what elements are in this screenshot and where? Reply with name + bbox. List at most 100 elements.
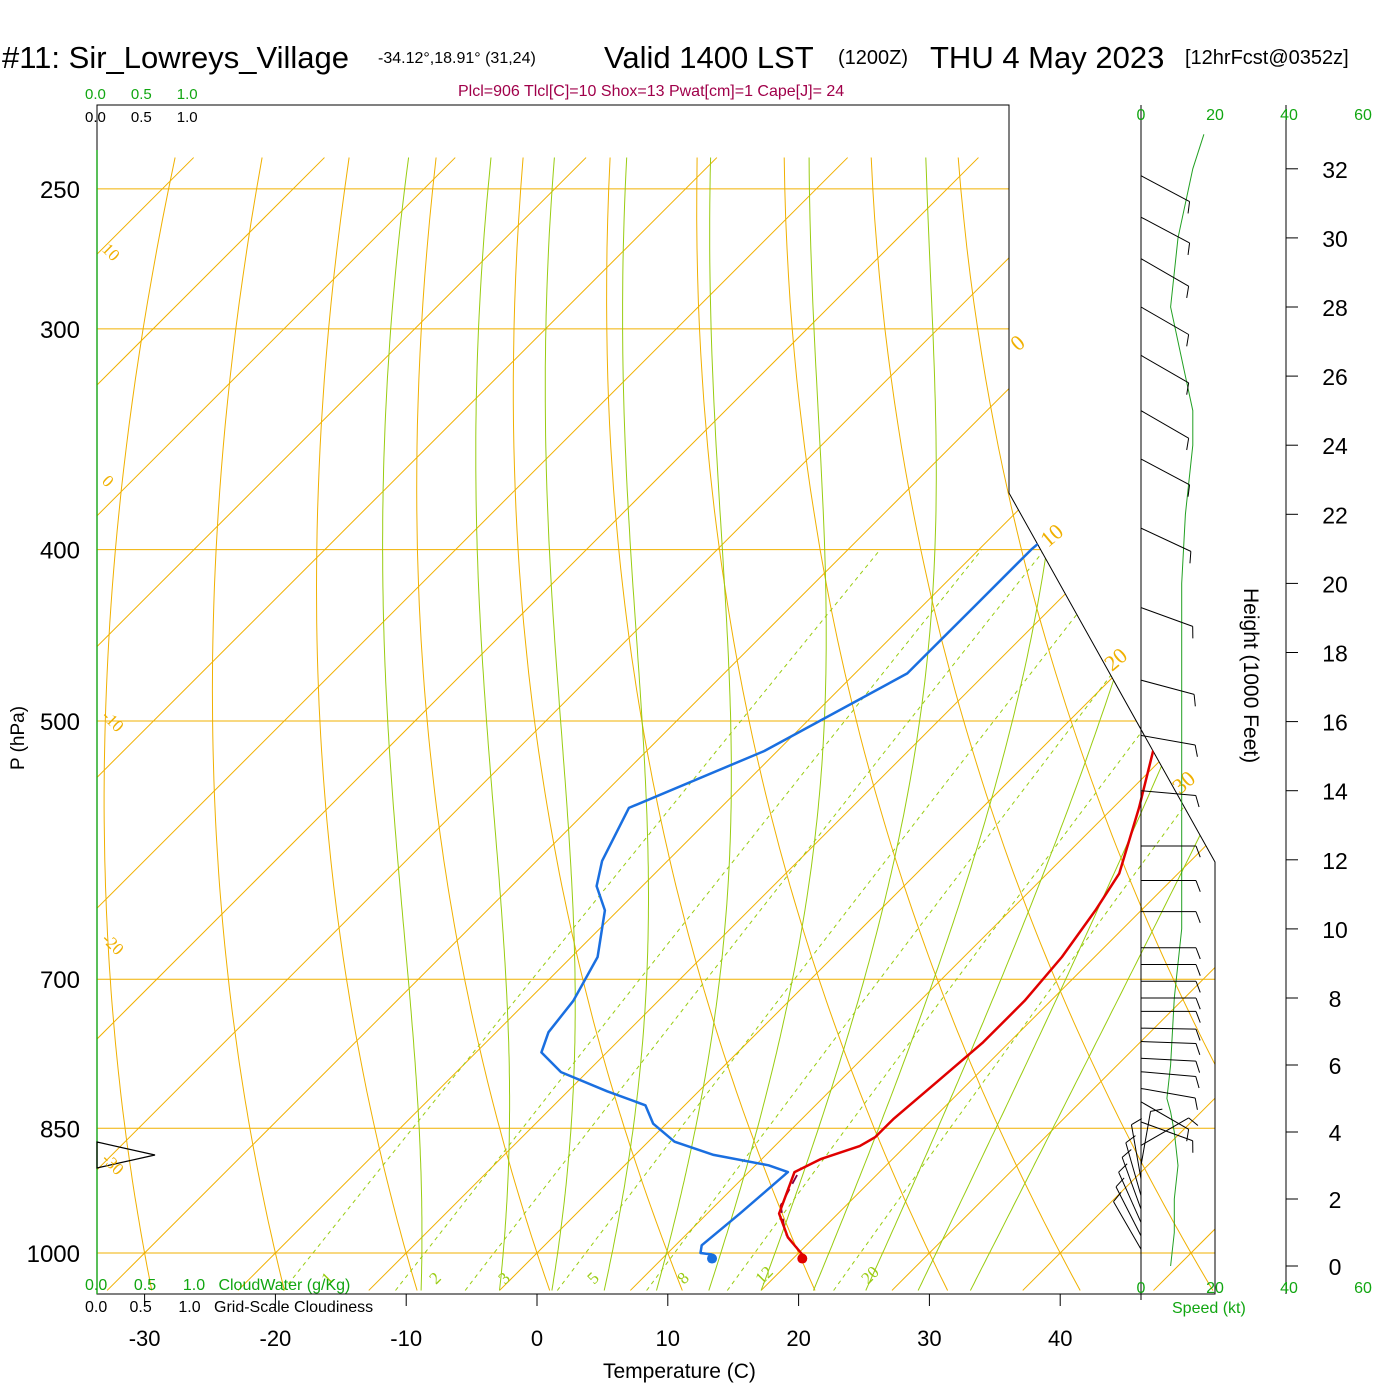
wind-barb-flag bbox=[1194, 1097, 1198, 1110]
wind-barb-staff bbox=[1140, 1111, 1152, 1166]
y-tick-label: 850 bbox=[40, 1116, 80, 1143]
wind-barb-flag bbox=[1187, 484, 1191, 497]
cloud-water-scale-top: 0.0 0.5 1.0 bbox=[85, 86, 198, 103]
isotherm-line bbox=[97, 157, 1110, 1291]
mixing-ratio-label: 20 bbox=[857, 1262, 882, 1287]
valid-date: THU 4 May 2023 bbox=[930, 40, 1165, 75]
wind-barb-staff bbox=[1113, 1201, 1142, 1250]
dry-adiabat bbox=[416, 157, 551, 1291]
isotherm-line bbox=[368, 157, 1215, 1291]
dry-adiabat bbox=[1306, 158, 1400, 1291]
isotherm-label: 10 bbox=[98, 239, 123, 264]
wind-barb-staff bbox=[1140, 1071, 1196, 1077]
x-tick-label: 10 bbox=[656, 1326, 680, 1351]
height-tick-label: 20 bbox=[1322, 571, 1348, 597]
wind-speed-tick-label: 0 bbox=[1137, 107, 1146, 124]
wind-barb-flag bbox=[1195, 1043, 1201, 1055]
wind-speed-tick-label: 0 bbox=[1137, 1280, 1146, 1297]
isotherm-label: -30 bbox=[98, 1149, 127, 1178]
mixing-ratio-label: 8 bbox=[673, 1268, 692, 1287]
wind-barb-flag bbox=[1187, 242, 1191, 255]
isotherm-line bbox=[97, 157, 325, 1291]
height-tick-label: 26 bbox=[1322, 364, 1348, 390]
wind-speed-axis-title: Speed (kt) bbox=[1172, 1300, 1246, 1317]
wind-barb-flag bbox=[1195, 1028, 1201, 1041]
wind-speed-tick-label: 40 bbox=[1280, 1280, 1298, 1297]
wind-barb-flag bbox=[1115, 1177, 1125, 1188]
wind-barb-staff bbox=[1140, 1057, 1196, 1062]
height-tick-label: 24 bbox=[1322, 433, 1348, 459]
moist-adiabat bbox=[603, 157, 649, 1291]
wind-barb-staff bbox=[1140, 607, 1193, 627]
wind-barb-staff bbox=[1140, 679, 1195, 695]
dry-adiabat bbox=[103, 157, 176, 1291]
temperature-line bbox=[777, 212, 1215, 1256]
forecast-label: [12hrFcst@0352z] bbox=[1185, 47, 1349, 69]
wind-barb-flag bbox=[1193, 694, 1196, 707]
height-tick-label: 0 bbox=[1329, 1254, 1342, 1280]
height-tick-label: 8 bbox=[1329, 986, 1342, 1012]
moist-adiabat bbox=[475, 157, 511, 1291]
moist-adiabat bbox=[708, 157, 827, 1291]
wind-speed-tick-label: 40 bbox=[1280, 107, 1298, 124]
surface-dewpoint-dot bbox=[707, 1253, 718, 1264]
wind-barb-staff bbox=[1140, 354, 1189, 384]
wind-barb-flag bbox=[1186, 286, 1190, 299]
wind-barb-flag bbox=[1195, 845, 1201, 858]
isotherm-line bbox=[97, 157, 979, 1291]
dry-adiabat-label: 20 bbox=[1099, 643, 1132, 676]
wind-barb-flag bbox=[1195, 880, 1201, 892]
wind-barb-staff bbox=[1115, 1186, 1142, 1237]
height-axis-title: Height (1000 Feet) bbox=[1239, 588, 1262, 764]
station-name: #11: Sir_Lowreys_Village bbox=[2, 40, 349, 75]
dry-adiabat-label: 10 bbox=[1035, 519, 1068, 552]
height-tick-label: 2 bbox=[1329, 1187, 1342, 1213]
dry-adiabat bbox=[696, 157, 949, 1291]
wind-barb-staff bbox=[1118, 1172, 1142, 1223]
mixing-ratio-label: 12 bbox=[751, 1262, 776, 1287]
height-tick-label: 10 bbox=[1322, 917, 1348, 943]
y-tick-label: 300 bbox=[40, 317, 80, 344]
wind-barb-flag bbox=[1195, 911, 1201, 924]
height-tick-label: 6 bbox=[1329, 1053, 1342, 1079]
wind-speed-tick-label: 60 bbox=[1354, 1280, 1372, 1297]
wind-barb-flag bbox=[1194, 744, 1198, 757]
moist-adiabat bbox=[656, 157, 732, 1291]
wind-barb-staff bbox=[1140, 734, 1196, 746]
wind-barb-staff bbox=[1140, 1041, 1196, 1044]
wind-barb-flag bbox=[1195, 1011, 1201, 1023]
wind-barb-staff bbox=[1140, 175, 1190, 202]
wind-barb-staff bbox=[1121, 1157, 1142, 1210]
wind-barb-flag bbox=[1189, 551, 1192, 564]
cloud-water-scale-bottom: 0.0 0.5 1.0 CloudWater (g/Kg) bbox=[85, 1277, 351, 1294]
isotherm-line bbox=[1022, 157, 1215, 1291]
height-tick-label: 28 bbox=[1322, 295, 1348, 321]
wind-barb-flag bbox=[1195, 997, 1201, 1010]
height-tick-label: 30 bbox=[1322, 226, 1348, 252]
x-axis-title: Temperature (C) bbox=[603, 1360, 756, 1383]
mixing-ratio-line bbox=[282, 549, 881, 1291]
height-tick-label: 16 bbox=[1322, 710, 1348, 736]
wind-barb-staff bbox=[1140, 1101, 1189, 1130]
wind-speed-tick-label: 20 bbox=[1206, 1280, 1224, 1297]
x-tick-label: -10 bbox=[390, 1326, 422, 1351]
dry-adiabat bbox=[1393, 158, 1400, 1291]
thermo-grid bbox=[97, 157, 1400, 1291]
mixing-ratio-line bbox=[464, 549, 1045, 1291]
dry-adiabat bbox=[957, 157, 1215, 1291]
moist-adiabat bbox=[917, 157, 1215, 1291]
isotherm-line bbox=[97, 157, 849, 1291]
moist-adiabat bbox=[544, 157, 576, 1291]
isotherm-line bbox=[499, 157, 1215, 1291]
wind-barb-flag bbox=[1195, 981, 1201, 993]
x-tick-label: 0 bbox=[531, 1326, 543, 1351]
y-tick-label: 250 bbox=[40, 177, 80, 204]
isotherm-label: -20 bbox=[98, 929, 127, 958]
wind-barb-flag bbox=[1195, 795, 1200, 808]
wind-barb-staff bbox=[1140, 527, 1192, 552]
x-tick-label: 20 bbox=[786, 1326, 810, 1351]
dry-adiabat bbox=[315, 157, 418, 1291]
